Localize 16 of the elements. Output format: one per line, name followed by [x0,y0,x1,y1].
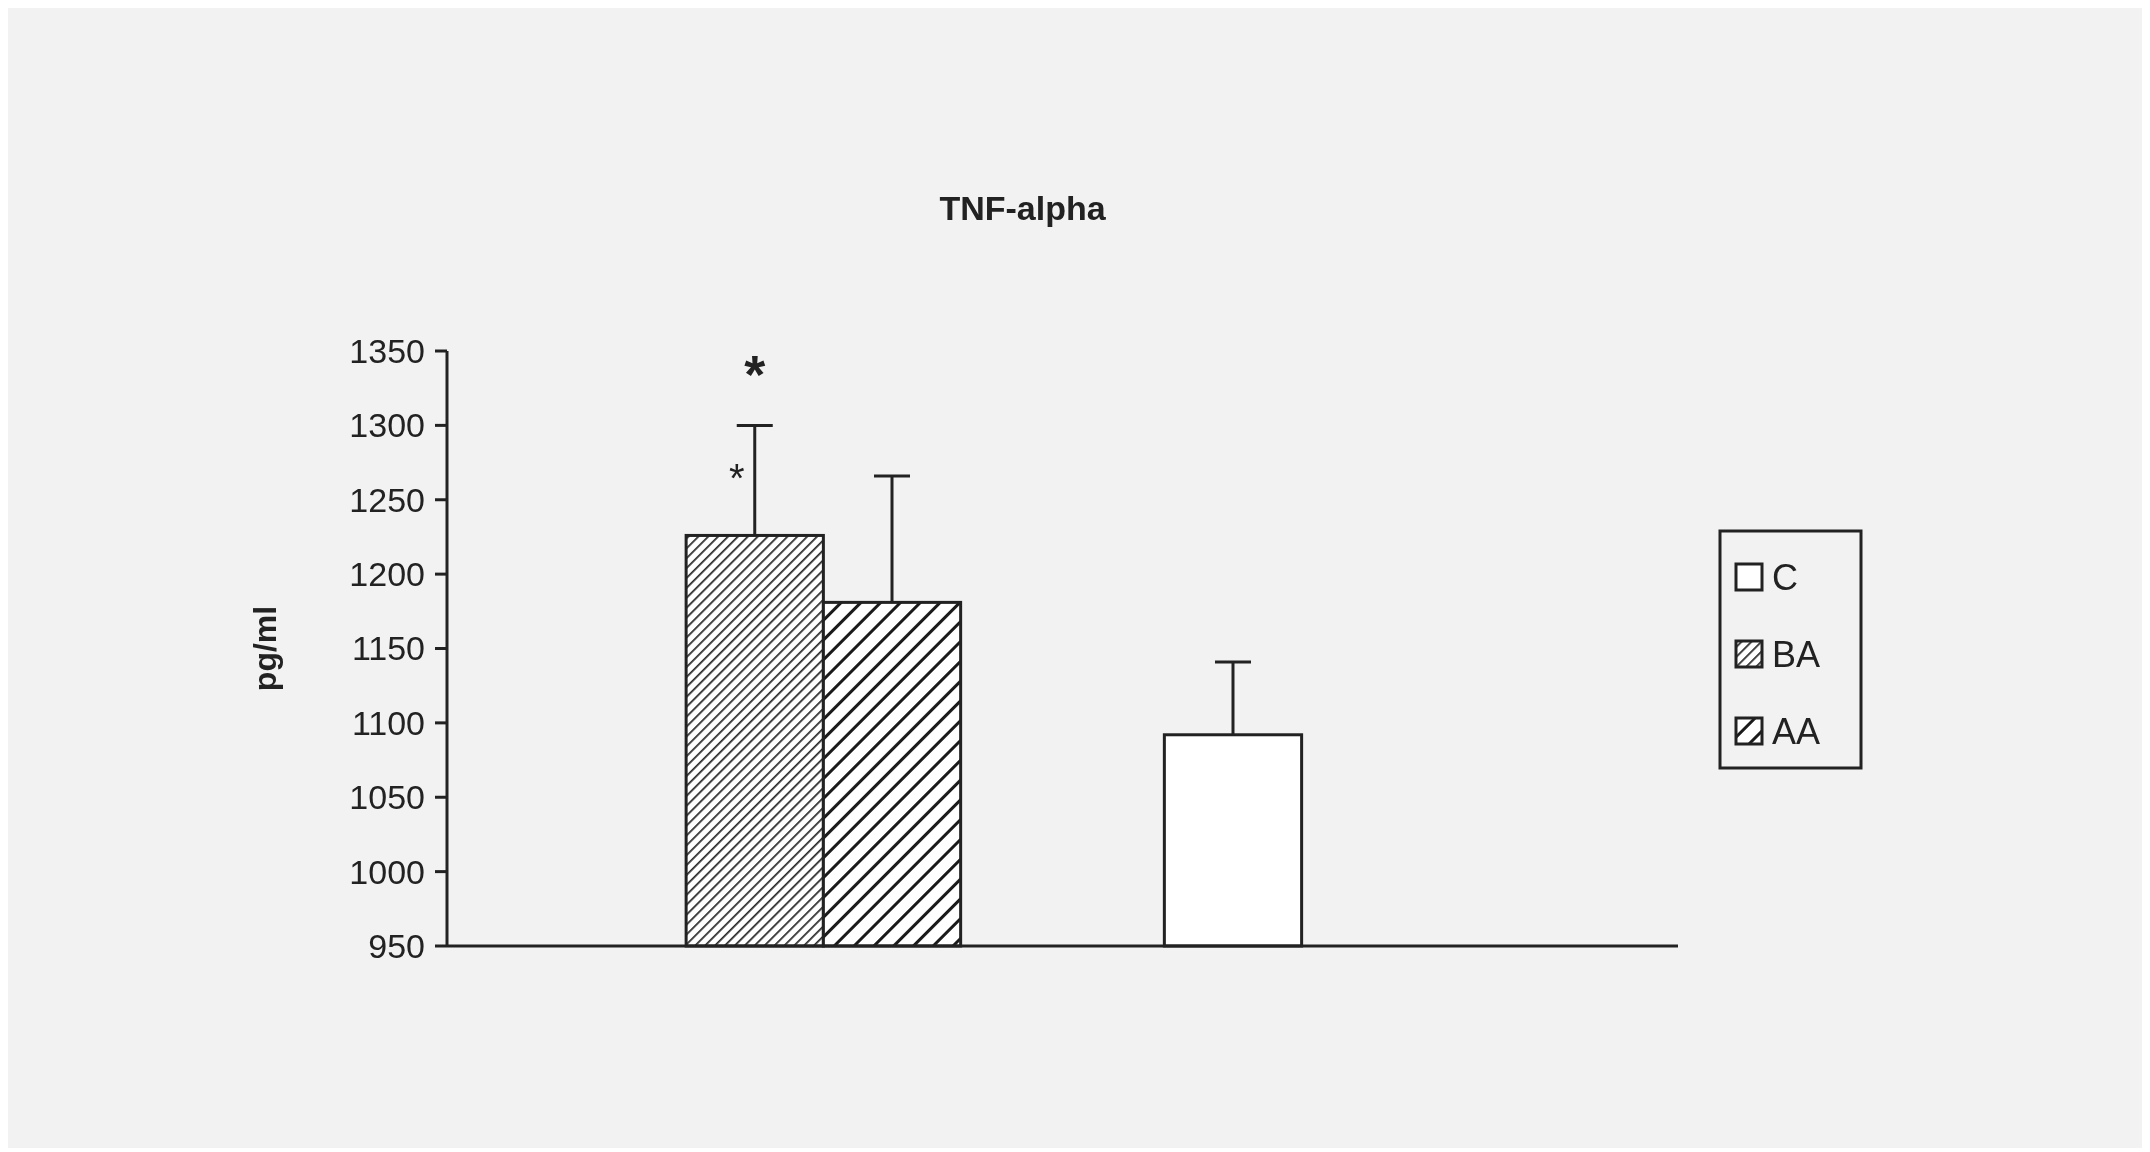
y-tick-label: 950 [368,926,425,965]
y-tick-label: 1100 [351,703,425,742]
y-tick-label: 1050 [349,778,425,817]
legend-label: C [1772,556,1798,598]
annotation: * [728,456,745,501]
y-tick-label: 1000 [349,852,425,891]
y-tick-label: 1300 [349,406,425,445]
annotation: * [744,344,766,405]
legend-label: AA [1772,710,1821,752]
y-tick-label: 1150 [351,629,425,668]
y-tick-label: 1250 [349,480,425,519]
legend-label: BA [1772,633,1821,675]
y-tick-label: 1350 [349,331,425,370]
y-axis-title: pg/ml [247,605,283,692]
chart-title: TNF-alpha [939,189,1107,227]
y-tick-label: 1200 [349,555,425,594]
